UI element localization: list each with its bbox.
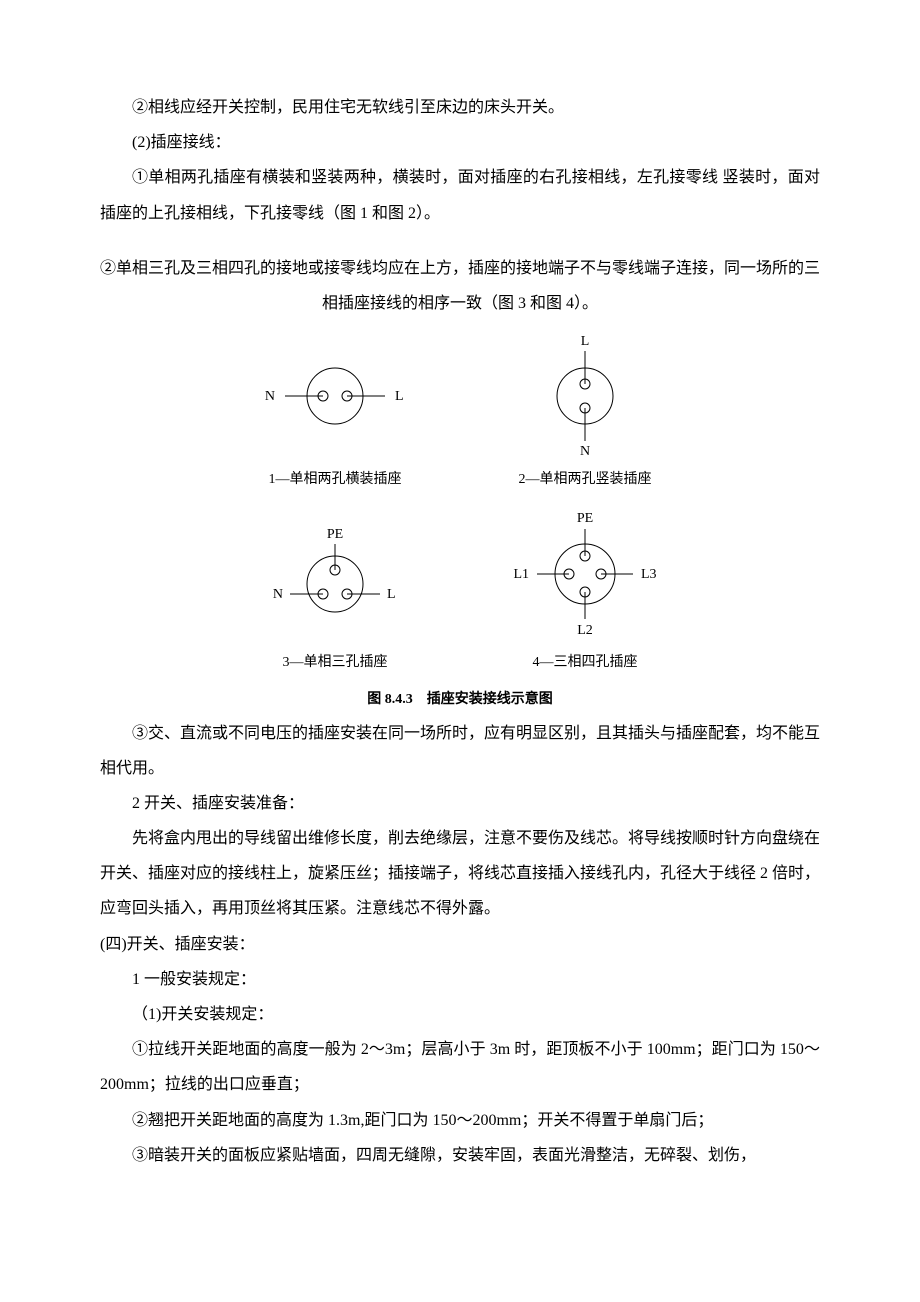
para-prep-detail: 先将盒内甩出的导线留出维修长度，削去绝缘层，注意不要伤及线芯。将导线按顺时针方向… [100, 821, 820, 927]
label-l1: L1 [513, 567, 529, 582]
para-switch-control: ②相线应经开关控制，民用住宅无软线引至床边的床头开关。 [100, 90, 820, 125]
para-prep-heading: 2 开关、插座安装准备： [100, 786, 820, 821]
para-concealed-switch: ③暗装开关的面板应紧贴墙面，四周无缝隙，安装牢固，表面光滑整洁，无碎裂、划伤， [100, 1138, 820, 1173]
para-pull-switch: ①拉线开关距地面的高度一般为 2～3m；层高小于 3m 时，距顶板不小于 100… [100, 1032, 820, 1102]
label-l2: L2 [577, 623, 593, 638]
caption-diagram-4: 4—三相四孔插座 [460, 648, 710, 679]
label-n: N [273, 587, 283, 602]
label-l: L [395, 389, 404, 404]
label-l: L [581, 334, 590, 349]
para-single-phase-two-hole: ①单相两孔插座有横装和竖装两种，横装时，面对插座的右孔接相线，左孔接零线 竖装时… [100, 160, 820, 230]
label-pe: PE [327, 527, 343, 542]
diagram-1-two-hole-horizontal: N L [245, 346, 425, 446]
para-rocker-switch: ②翘把开关距地面的高度为 1.3m,距门口为 150～200mm；开关不得置于单… [100, 1103, 820, 1138]
para-general-rules: 1 一般安装规定： [100, 962, 820, 997]
diagram-3-three-hole: PE N L [245, 514, 425, 634]
figure-socket-wiring: N L L N 1—单相两孔横装插座 2—单相两孔竖装插座 [210, 331, 710, 715]
caption-diagram-2: 2—单相两孔竖装插座 [460, 465, 710, 496]
figure-main-caption: 图 8.4.3 插座安装接线示意图 [210, 685, 710, 716]
caption-diagram-1: 1—单相两孔横装插座 [210, 465, 460, 496]
label-l3: L3 [641, 567, 657, 582]
diagram-2-two-hole-vertical: L N [505, 331, 665, 461]
para-socket-wiring-heading: (2)插座接线： [100, 125, 820, 160]
label-l: L [387, 587, 396, 602]
label-n: N [580, 444, 590, 459]
label-n: N [265, 389, 275, 404]
caption-diagram-3: 3—单相三孔插座 [210, 648, 460, 679]
para-section-4: (四)开关、插座安装： [100, 927, 820, 962]
para-ac-dc-sockets: ③交、直流或不同电压的插座安装在同一场所时，应有明显区别，且其插头与插座配套，均… [100, 716, 820, 786]
para-three-four-hole: ②单相三孔及三相四孔的接地或接零线均应在上方，插座的接地端子不与零线端子连接，同… [100, 251, 820, 321]
diagram-4-four-hole: PE L1 L3 L2 [495, 504, 675, 644]
label-pe: PE [577, 511, 593, 526]
para-switch-rules: （1)开关安装规定： [100, 997, 820, 1032]
